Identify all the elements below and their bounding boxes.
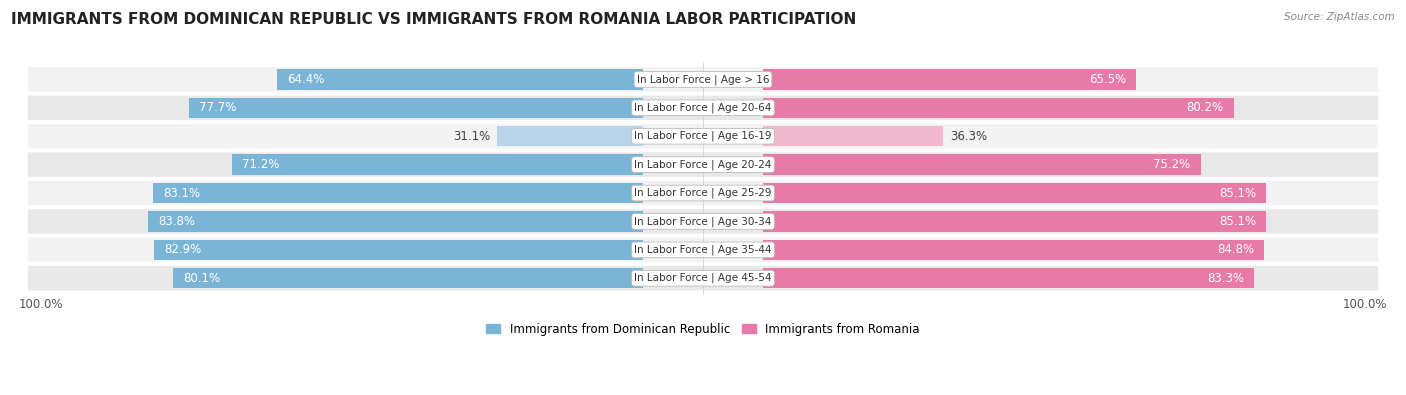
FancyBboxPatch shape [28,238,1378,262]
Text: 64.4%: 64.4% [287,73,325,86]
Bar [155,240,644,260]
Bar [762,126,943,147]
FancyBboxPatch shape [28,209,1378,234]
FancyBboxPatch shape [28,96,1378,120]
Bar [762,211,1267,232]
Legend: Immigrants from Dominican Republic, Immigrants from Romania: Immigrants from Dominican Republic, Immi… [481,318,925,340]
Text: 71.2%: 71.2% [242,158,280,171]
Text: In Labor Force | Age 16-19: In Labor Force | Age 16-19 [634,131,772,141]
Text: 85.1%: 85.1% [1219,215,1256,228]
FancyBboxPatch shape [28,266,1378,290]
Text: In Labor Force | Age 20-64: In Labor Force | Age 20-64 [634,103,772,113]
Text: 77.7%: 77.7% [198,102,236,114]
Text: In Labor Force | Age 20-24: In Labor Force | Age 20-24 [634,160,772,170]
Text: In Labor Force | Age 25-29: In Labor Force | Age 25-29 [634,188,772,198]
Text: 75.2%: 75.2% [1153,158,1191,171]
Text: 65.5%: 65.5% [1090,73,1126,86]
Text: 80.2%: 80.2% [1187,102,1223,114]
Text: 84.8%: 84.8% [1218,243,1254,256]
Text: 85.1%: 85.1% [1219,186,1256,199]
Text: In Labor Force | Age 45-54: In Labor Force | Age 45-54 [634,273,772,284]
Text: In Labor Force | Age 30-34: In Labor Force | Age 30-34 [634,216,772,227]
Text: 31.1%: 31.1% [453,130,491,143]
Bar [498,126,644,147]
Bar [232,154,644,175]
Bar [173,268,644,288]
Text: Source: ZipAtlas.com: Source: ZipAtlas.com [1284,12,1395,22]
Bar [762,154,1201,175]
Text: 82.9%: 82.9% [165,243,201,256]
Text: 83.8%: 83.8% [159,215,195,228]
FancyBboxPatch shape [28,152,1378,177]
FancyBboxPatch shape [28,124,1378,149]
Text: In Labor Force | Age 35-44: In Labor Force | Age 35-44 [634,245,772,255]
Bar [762,98,1233,118]
Bar [762,268,1254,288]
Text: 83.1%: 83.1% [163,186,200,199]
FancyBboxPatch shape [28,67,1378,92]
Text: In Labor Force | Age > 16: In Labor Force | Age > 16 [637,74,769,85]
Bar [762,240,1264,260]
Text: IMMIGRANTS FROM DOMINICAN REPUBLIC VS IMMIGRANTS FROM ROMANIA LABOR PARTICIPATIO: IMMIGRANTS FROM DOMINICAN REPUBLIC VS IM… [11,12,856,27]
Text: 36.3%: 36.3% [950,130,987,143]
Bar [149,211,644,232]
Bar [762,69,1136,90]
Bar [188,98,644,118]
Bar [277,69,644,90]
Bar [762,183,1267,203]
Bar [153,183,644,203]
Text: 83.3%: 83.3% [1208,272,1244,285]
Text: 80.1%: 80.1% [183,272,219,285]
FancyBboxPatch shape [28,181,1378,205]
